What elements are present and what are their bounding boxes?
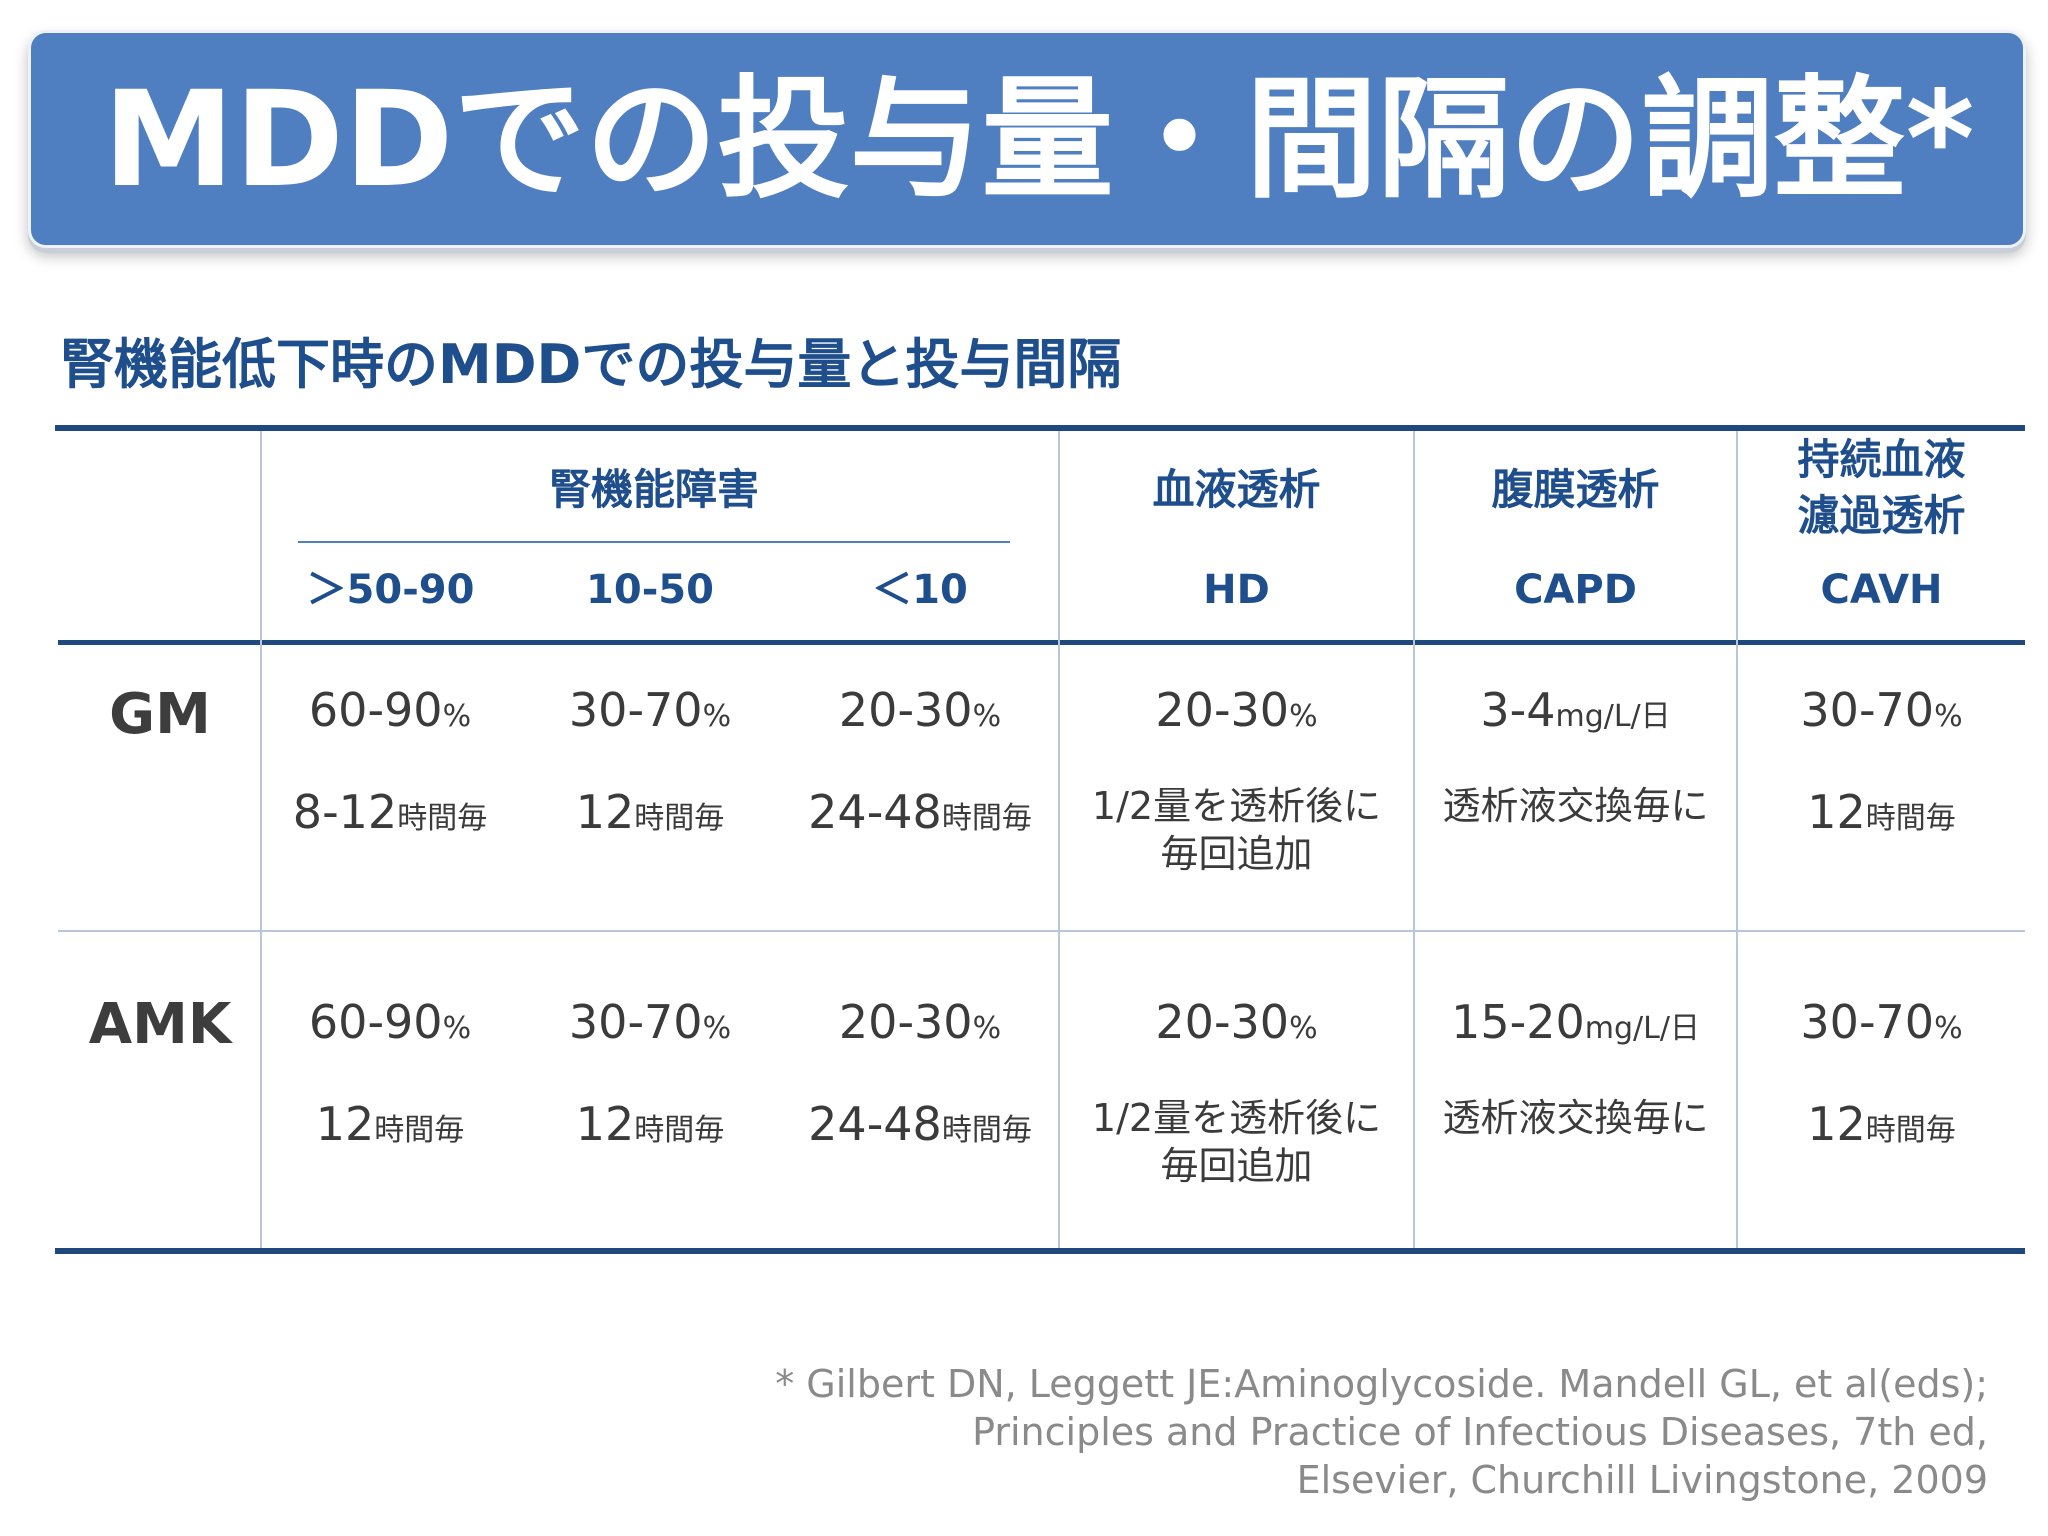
amk-dose-cavh: 30-70% xyxy=(1800,995,1963,1049)
amk-interval-renal-gt50: 12時間毎 xyxy=(315,1097,465,1151)
reference-line-3: Elsevier, Churchill Livingstone, 2009 xyxy=(1296,1458,1988,1502)
table-top-rule xyxy=(55,425,2025,431)
gm-interval-capd: 透析液交換毎に xyxy=(1442,784,1709,828)
reference-citation: * Gilbert DN, Leggett JE:Aminoglycoside.… xyxy=(488,1360,1988,1504)
header-renal-gt50-90: ＞50-90 xyxy=(306,567,475,613)
header-hd: HD xyxy=(1203,567,1270,613)
amk-dose-renal-gt50: 60-90% xyxy=(308,995,472,1049)
amk-interval-renal-lt10: 24-48時間毎 xyxy=(808,1097,1032,1151)
row-label-amk: AMK xyxy=(88,992,232,1057)
amk-dose-hd: 20-30% xyxy=(1155,995,1318,1049)
gm-interval-renal-lt10: 24-48時間毎 xyxy=(808,785,1032,839)
reference-line-2: Principles and Practice of Infectious Di… xyxy=(972,1410,1988,1454)
col-divider-label xyxy=(260,431,262,1248)
header-bottom-rule xyxy=(58,640,2025,645)
col-divider-cavh xyxy=(1736,431,1738,1248)
row-divider xyxy=(58,930,2025,932)
header-renal-10-50: 10-50 xyxy=(586,567,714,613)
gm-dose-capd: 3-4mg/L/日 xyxy=(1480,683,1671,737)
amk-dose-renal-lt10: 20-30% xyxy=(838,995,1002,1049)
gm-interval-hd: 1/2量を透析後に 毎回追加 xyxy=(1091,784,1382,876)
col-divider-hd xyxy=(1058,431,1060,1248)
reference-line-1: * Gilbert DN, Leggett JE:Aminoglycoside.… xyxy=(775,1362,1988,1406)
header-cavh: CAVH xyxy=(1820,567,1943,613)
header-cavh-line1: 持続血液 xyxy=(1797,435,1966,484)
gm-interval-renal-10-50: 12時間毎 xyxy=(575,785,725,839)
header-hemodialysis: 血液透析 xyxy=(1152,465,1321,514)
gm-dose-renal-lt10: 20-30% xyxy=(838,683,1002,737)
header-peritoneal-dialysis: 腹膜透析 xyxy=(1491,465,1660,514)
amk-interval-capd: 透析液交換毎に xyxy=(1442,1096,1709,1140)
header-renal-lt10: ＜10 xyxy=(872,567,968,613)
gm-dose-cavh: 30-70% xyxy=(1800,683,1963,737)
gm-dose-renal-gt50: 60-90% xyxy=(308,683,472,737)
gm-dose-hd: 20-30% xyxy=(1155,683,1318,737)
gm-interval-cavh: 12時間毎 xyxy=(1807,785,1956,839)
table-bottom-rule xyxy=(55,1248,2025,1254)
gm-dose-renal-10-50: 30-70% xyxy=(568,683,732,737)
header-renal-impairment: 腎機能障害 xyxy=(548,465,759,514)
page-title: MDDでの投与量・間隔の調整* xyxy=(103,63,1975,217)
header-cavh-line2: 濾過透析 xyxy=(1797,491,1966,540)
title-banner: MDDでの投与量・間隔の調整* xyxy=(28,30,2026,248)
amk-interval-hd: 1/2量を透析後に 毎回追加 xyxy=(1091,1096,1382,1188)
col-divider-capd xyxy=(1413,431,1415,1248)
amk-interval-cavh: 12時間毎 xyxy=(1807,1097,1956,1151)
header-capd: CAPD xyxy=(1514,567,1637,613)
renal-header-underline xyxy=(298,541,1010,543)
table-subtitle: 腎機能低下時のMDDでの投与量と投与間隔 xyxy=(60,333,1122,396)
amk-interval-renal-10-50: 12時間毎 xyxy=(575,1097,725,1151)
amk-dose-renal-10-50: 30-70% xyxy=(568,995,732,1049)
row-label-gm: GM xyxy=(109,682,211,747)
amk-dose-capd: 15-20mg/L/日 xyxy=(1451,995,1700,1049)
gm-interval-renal-gt50: 8-12時間毎 xyxy=(292,785,488,839)
